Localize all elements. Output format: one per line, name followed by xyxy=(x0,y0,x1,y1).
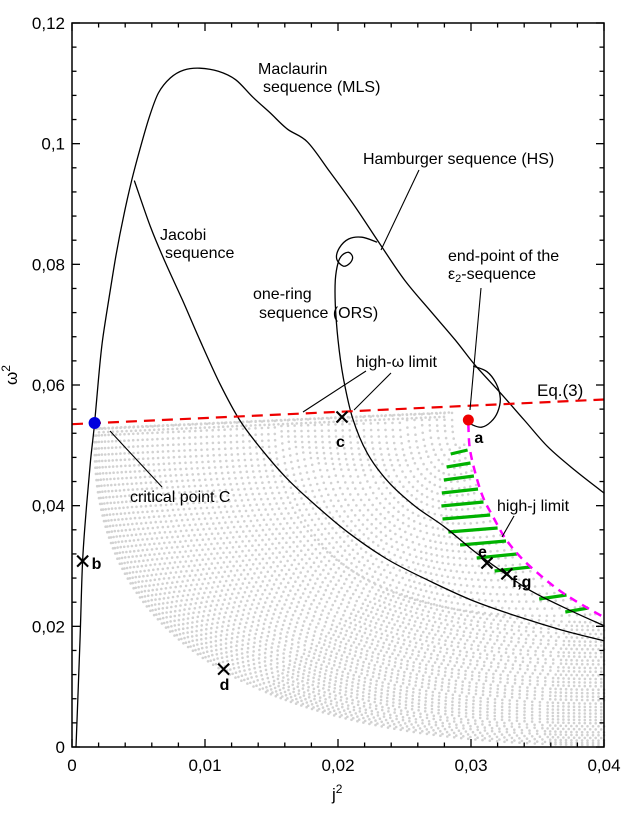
x-axis-title: j2 xyxy=(331,782,343,804)
maclaurin-label-line2: sequence (MLS) xyxy=(263,79,380,96)
marker-c: c xyxy=(335,410,349,451)
x-tick-label: 0,03 xyxy=(454,756,487,775)
marker-label-d: d xyxy=(220,677,230,694)
hamburger-sequence-end-loop xyxy=(467,365,501,428)
x-marker xyxy=(335,410,349,424)
hatch-line xyxy=(442,513,491,521)
hamburger-label: Hamburger sequence (HS) xyxy=(363,151,554,168)
endpoint-pointer-line xyxy=(469,287,482,411)
marker-label-e: e xyxy=(478,544,487,561)
annotation-pointer-lines xyxy=(109,169,515,538)
hamburger-pointer-line xyxy=(380,169,420,251)
y-tick-label: 0,04 xyxy=(32,497,65,516)
hatch-line xyxy=(459,539,507,547)
gray-dot-field xyxy=(93,411,606,747)
one-ring-label-line1: one-ring xyxy=(253,286,312,303)
one-ring-sequence-curve xyxy=(334,236,605,627)
one-ring-label-line2: sequence (ORS) xyxy=(259,305,378,322)
critical-point-dot xyxy=(88,417,101,430)
x-marker xyxy=(217,662,230,676)
high-j-limit-dashed-curve xyxy=(467,424,605,619)
jacobi-sequence-curve xyxy=(133,180,605,642)
marker-d: d xyxy=(217,662,230,694)
high-j-pointer-line xyxy=(501,515,515,538)
high-omega-limit-label: high-ω limit xyxy=(356,354,438,371)
marker-label-fg: f,g xyxy=(512,574,532,591)
axis-ticks xyxy=(71,22,605,748)
hatch-line xyxy=(441,487,479,495)
hatch-line xyxy=(450,448,468,456)
maclaurin-sequence-curve xyxy=(75,67,605,748)
high-omega-pointer-line-2 xyxy=(353,372,392,411)
hatch-line xyxy=(443,474,475,482)
hatch-line xyxy=(448,526,498,534)
marker-label-b: b xyxy=(92,556,102,573)
x-tick-label: 0,02 xyxy=(321,756,354,775)
y-tick-label: 0 xyxy=(56,738,65,757)
high-j-limit-label: high-j limit xyxy=(497,498,570,515)
maclaurin-label-line1: Maclaurin xyxy=(258,61,327,78)
endpoint-label-line2: ε2-sequence xyxy=(448,266,536,285)
hatch-line xyxy=(476,552,517,560)
marker-C xyxy=(88,417,101,430)
y-tick-label: 0,06 xyxy=(32,376,65,395)
critical-point-label: critical point C xyxy=(130,489,230,506)
critical-point-pointer-line xyxy=(109,430,163,488)
hatch-line xyxy=(441,500,484,508)
equilibrium-dot-field xyxy=(93,411,606,747)
high-omega-pointer-line-1 xyxy=(302,370,367,413)
marker-label-c: c xyxy=(336,434,345,451)
marker-a: a xyxy=(462,414,483,447)
axis-titles: ω2 j2 xyxy=(0,365,343,804)
x-tick-label: 0,04 xyxy=(587,756,620,775)
jacobi-label-line2: sequence xyxy=(165,245,234,262)
marker-points: a b c d e f,g xyxy=(76,410,532,694)
annotation-labels: Maclaurin sequence (MLS) Hamburger seque… xyxy=(130,61,583,515)
y-tick-label: 0,12 xyxy=(32,14,65,33)
marker-b: b xyxy=(76,554,102,573)
endpoint-label-line1: end-point of the xyxy=(448,248,559,265)
y-axis-title: ω2 xyxy=(0,365,21,385)
x-marker xyxy=(480,556,494,570)
x-tick-label: 0,01 xyxy=(188,756,221,775)
y-tick-label: 0,02 xyxy=(32,617,65,636)
y-tick-label: 0,08 xyxy=(32,255,65,274)
hatch-line xyxy=(446,461,471,469)
axis-tick-labels: 0 0,01 0,02 0,03 0,04 0 0,02 0,04 0,06 0,08 0,1 0,1… xyxy=(32,14,621,775)
end-point-dot xyxy=(462,414,474,426)
plot-frame xyxy=(71,22,605,748)
y-tick-label: 0,1 xyxy=(41,135,65,154)
marker-fg: f,g xyxy=(500,567,532,591)
x-tick-label: 0 xyxy=(67,756,76,775)
marker-label-a: a xyxy=(474,430,483,447)
hatch-line xyxy=(565,606,589,614)
x-marker xyxy=(76,554,89,568)
marker-e: e xyxy=(478,544,494,570)
x-marker xyxy=(500,567,514,581)
eq3-label: Eq.(3) xyxy=(537,381,583,400)
sequence-curves xyxy=(75,67,605,748)
jacobi-label-line1: Jacobi xyxy=(160,227,206,244)
